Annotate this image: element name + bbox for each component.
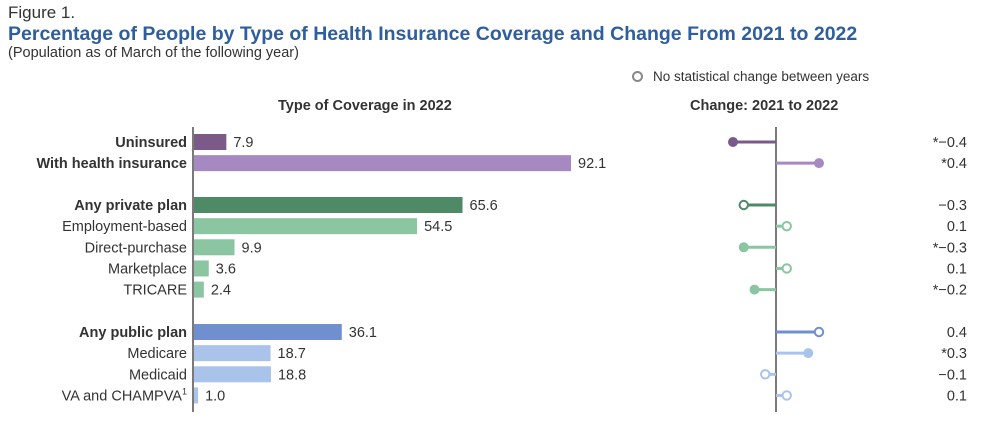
change-label-marketplace: 0.1 (947, 261, 967, 277)
bar-with-health-insurance (194, 155, 571, 172)
category-label-direct-purchase: Direct-purchase (85, 240, 187, 256)
change-dot-any-private-plan (738, 199, 749, 211)
value-label-any-private-plan: 65.6 (470, 198, 498, 214)
change-label-va-and-champva: 0.1 (947, 388, 967, 404)
bar-medicare (194, 345, 271, 362)
category-label-medicare: Medicare (127, 346, 187, 362)
category-label-any-private-plan: Any private plan (74, 198, 187, 214)
change-dot-uninsured (728, 137, 738, 147)
category-label-medicaid: Medicaid (129, 367, 187, 383)
left-panel-title: Type of Coverage in 2022 (278, 98, 452, 114)
change-label-uninsured: *−0.4 (933, 135, 967, 151)
value-label-medicaid: 18.8 (278, 367, 306, 383)
legend-label: No statistical change between years (653, 69, 870, 84)
bar-any-public-plan (194, 324, 342, 340)
category-label-uninsured: Uninsured (115, 135, 187, 151)
bar-direct-purchase (194, 239, 235, 256)
change-label-any-public-plan: 0.4 (947, 325, 967, 341)
value-label-with-health-insurance: 92.1 (578, 156, 606, 172)
change-label-medicare: *0.3 (941, 346, 967, 362)
change-dot-medicare (803, 348, 814, 359)
change-dot-marketplace (781, 263, 792, 274)
change-dot-tricare (749, 284, 760, 295)
bar-employment-based (194, 218, 418, 235)
hollow-circle-icon (632, 71, 643, 82)
change-dot-employment-based (781, 220, 792, 232)
figure-label: Figure 1. (8, 3, 76, 22)
bar-medicaid (194, 366, 271, 383)
change-dot-direct-purchase (738, 242, 749, 253)
bar-tricare (194, 281, 204, 298)
change-label-with-health-insurance: *0.4 (941, 156, 967, 172)
bar-va-and-champva (194, 387, 199, 404)
change-label-employment-based: 0.1 (947, 219, 967, 235)
chart-title: Percentage of People by Type of Health I… (8, 23, 858, 45)
value-label-marketplace: 3.6 (216, 261, 236, 277)
change-dot-with-health-insurance (814, 158, 824, 169)
right-panel-title: Change: 2021 to 2022 (690, 98, 839, 114)
bar-marketplace (194, 260, 209, 277)
chart-subtitle: (Population as of March of the following… (8, 45, 299, 61)
value-label-uninsured: 7.9 (233, 135, 253, 151)
change-dot-medicaid (760, 369, 771, 380)
value-label-any-public-plan: 36.1 (349, 325, 377, 341)
value-label-direct-purchase: 9.9 (242, 240, 262, 256)
value-label-employment-based: 54.5 (424, 219, 452, 235)
change-label-medicaid: −0.1 (938, 367, 967, 383)
change-label-direct-purchase: *−0.3 (933, 240, 967, 256)
legend: No statistical change between years (632, 69, 869, 84)
change-dot-any-public-plan (813, 326, 825, 338)
category-label-employment-based: Employment-based (62, 219, 187, 235)
bar-uninsured (194, 134, 227, 150)
category-label-with-health-insurance: With health insurance (36, 156, 187, 172)
value-label-medicare: 18.7 (278, 346, 306, 362)
change-label-any-private-plan: −0.3 (938, 198, 967, 214)
change-label-tricare: *−0.2 (933, 283, 967, 299)
category-label-any-public-plan: Any public plan (79, 325, 187, 341)
value-label-va-and-champva: 1.0 (205, 388, 225, 404)
value-label-tricare: 2.4 (211, 283, 231, 299)
bar-any-private-plan (194, 197, 463, 213)
category-label-marketplace: Marketplace (108, 261, 187, 277)
change-dot-va-and-champva (781, 390, 792, 401)
category-label-va-and-champva: VA and CHAMPVA1 (62, 386, 187, 404)
category-label-tricare: TRICARE (123, 283, 187, 299)
